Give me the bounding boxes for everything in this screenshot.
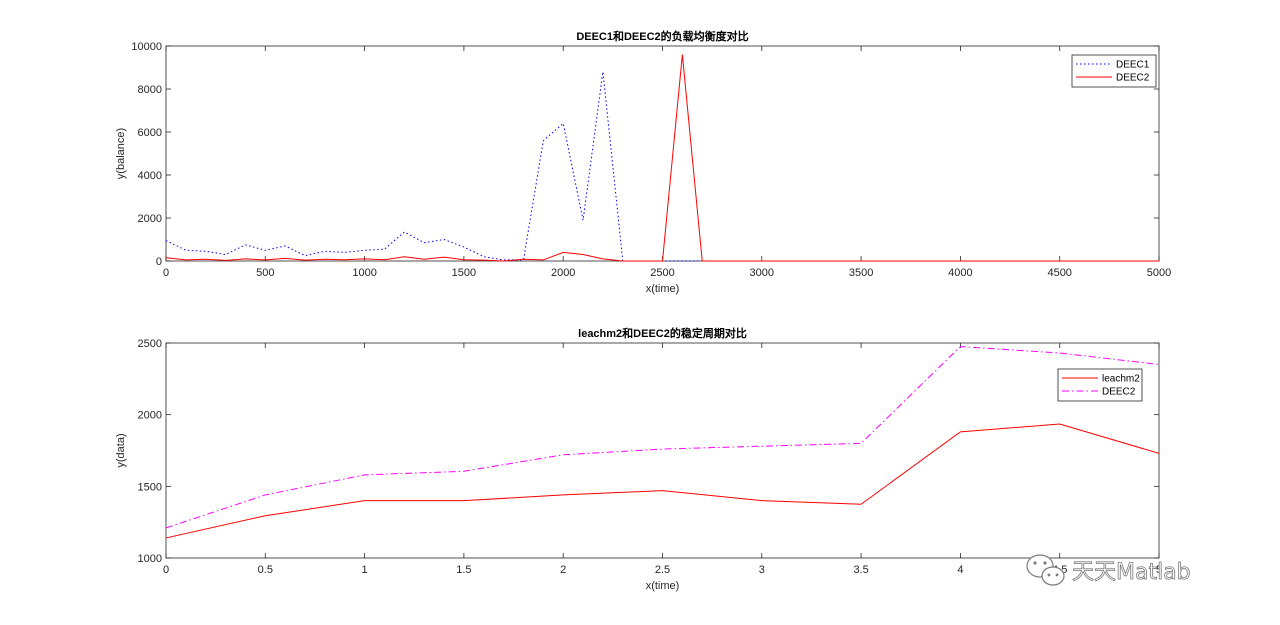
y-axis-label: y(data)	[115, 433, 127, 467]
x-tick-label: 2	[560, 564, 566, 576]
x-tick-label: 2.5	[655, 564, 670, 576]
series-line-leachm2	[165, 423, 1160, 539]
plot-area	[165, 45, 1160, 262]
y-tick-label: 1500	[138, 481, 162, 493]
x-tick-label: 1	[362, 564, 368, 576]
x-tick-label: 4500	[1047, 267, 1071, 279]
chart-title: DEEC1和DEEC2的负载均衡度对比	[576, 29, 748, 43]
x-tick-label: 2000	[551, 267, 575, 279]
x-tick-label: 0.5	[258, 564, 273, 576]
plots: 0 500 1000 1500 2000 2500 3000 3500 4000 4500 5000…	[115, 29, 1171, 592]
y-tick-label: 2000	[138, 410, 162, 422]
x-tick-label: 0	[163, 267, 169, 279]
x-tick-label: 4	[957, 564, 963, 576]
legend: leachm2 DEEC2	[1057, 368, 1143, 402]
legend-label-deec2: DEEC2	[1116, 73, 1150, 84]
plot-area	[165, 342, 1160, 559]
y-tick-label: 8000	[138, 84, 162, 96]
y-tick-label: 1000	[138, 553, 162, 565]
x-axis-label: x(time)	[646, 283, 680, 295]
watermark-text: 天天Matlab	[1072, 560, 1191, 585]
x-axis-label: x(time)	[646, 580, 680, 592]
x-tick-label: 4000	[948, 267, 972, 279]
series-line-deec2	[165, 54, 1159, 262]
legend-box	[1071, 54, 1157, 88]
chart-1: 0 500 1000 1500 2000 2500 3000 3500 4000 4500 5000…	[115, 29, 1171, 295]
y-tick-label: 10000	[131, 41, 162, 53]
series-line-deec2	[165, 346, 1160, 529]
chart-2: 00.511.522.533.544.551000150020002500lea…	[115, 326, 1162, 592]
x-tick-label: 1500	[452, 267, 476, 279]
y-tick-label: 2000	[138, 213, 162, 225]
x-tick-label: 3.5	[853, 564, 868, 576]
y-tick-label: 2500	[138, 338, 162, 350]
x-tick-label: 2500	[650, 267, 674, 279]
x-tick-label: 1000	[352, 267, 376, 279]
watermark: 天天Matlab	[1026, 554, 1191, 586]
x-tick-label: 0	[163, 564, 169, 576]
x-tick-label: 3500	[849, 267, 873, 279]
x-tick-label: 3000	[750, 267, 774, 279]
y-tick-label: 4000	[138, 170, 162, 182]
legend-label-deec1: DEEC1	[1116, 60, 1150, 71]
chart-title: leachm2和DEEC2的稳定周期对比	[578, 326, 747, 340]
legend: DEEC1 DEEC2	[1071, 54, 1157, 88]
x-tick-label: 1.5	[456, 564, 471, 576]
y-tick-label: 6000	[138, 127, 162, 139]
x-tick-label: 3	[759, 564, 765, 576]
legend-box	[1057, 368, 1143, 402]
x-tick-label: 5	[1156, 564, 1162, 576]
y-tick-label: 0	[156, 256, 162, 268]
x-tick-label: 5000	[1147, 267, 1171, 279]
y-axis-label: y(balance)	[115, 128, 127, 179]
legend-label-leachm2: leachm2	[1102, 374, 1140, 385]
legend-label-deec2: DEEC2	[1102, 387, 1136, 398]
x-tick-label: 500	[256, 267, 274, 279]
wechat-icon	[1026, 554, 1065, 586]
